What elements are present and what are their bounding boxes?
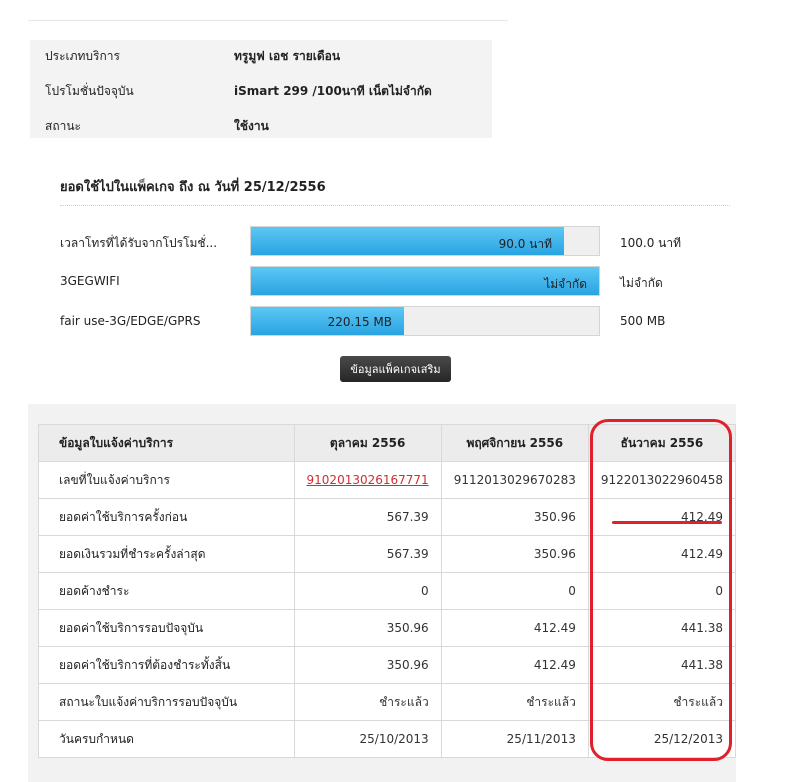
cell-value: 412.49 bbox=[587, 535, 737, 573]
cell-value: 25/10/2013 bbox=[293, 720, 442, 758]
status-label: สถานะ bbox=[45, 119, 81, 133]
usage-row-fair-use: fair use-3G/EDGE/GPRS 220.15 MB 500 MB bbox=[0, 306, 788, 338]
cell-value: 0 bbox=[587, 572, 737, 610]
cell-value: 350.96 bbox=[293, 646, 442, 684]
cell-value: ชำระแล้ว bbox=[293, 683, 442, 721]
table-row: ยอดค่าใช้บริการรอบปัจจุบัน 350.96 412.49… bbox=[38, 609, 737, 647]
cell-value: 25/11/2013 bbox=[440, 720, 589, 758]
usage-label: 3GEGWIFI bbox=[60, 274, 120, 288]
usage-divider bbox=[60, 205, 730, 206]
usage-row-call-minutes: เวลาโทรที่ได้รับจากโปรโมชั่... 90.0 นาที… bbox=[0, 226, 788, 258]
usage-limit-value: 100.0 นาที bbox=[620, 236, 682, 250]
current-promotion-row: โปรโมชั่นปัจจุบัน iSmart 299 /100นาที เน… bbox=[30, 77, 492, 101]
highlight-annotation-box bbox=[590, 419, 732, 761]
cell-value: 0 bbox=[440, 572, 589, 610]
bill-info-panel: ข้อมูลใบแจ้งค่าบริการ ตุลาคม 2556 พฤศจิก… bbox=[28, 404, 737, 782]
service-info-panel: ประเภทบริการ ทรูมูฟ เอช รายเดือน โปรโมชั… bbox=[30, 40, 492, 138]
top-divider bbox=[28, 20, 508, 21]
invoice-cell[interactable]: 9102013026167771 bbox=[293, 461, 442, 499]
usage-bar-fill bbox=[251, 227, 564, 255]
cell-value: 412.49 bbox=[440, 609, 589, 647]
row-label: ยอดค้างชำระ bbox=[38, 572, 295, 610]
invoice-number-december: 9122013022960458 bbox=[587, 461, 737, 499]
month-header-december: ธันวาคม 2556 bbox=[587, 424, 737, 462]
month-header-october: ตุลาคม 2556 bbox=[293, 424, 442, 462]
usage-label: fair use-3G/EDGE/GPRS bbox=[60, 314, 201, 328]
table-row: ยอดเงินรวมที่ชำระครั้งล่าสุด 567.39 350.… bbox=[38, 535, 737, 573]
table-row: เลขที่ใบแจ้งค่าบริการ 9102013026167771 9… bbox=[38, 461, 737, 499]
service-type-value: ทรูมูฟ เอช รายเดือน bbox=[234, 49, 341, 63]
bill-table: ข้อมูลใบแจ้งค่าบริการ ตุลาคม 2556 พฤศจิก… bbox=[38, 424, 737, 758]
row-label: ยอดค่าใช้บริการครั้งก่อน bbox=[38, 498, 295, 536]
usage-used-value: 90.0 นาที bbox=[498, 237, 552, 251]
cell-value: 441.38 bbox=[587, 609, 737, 647]
row-label: ยอดเงินรวมที่ชำระครั้งล่าสุด bbox=[38, 535, 295, 573]
invoice-number-november: 9112013029670283 bbox=[440, 461, 589, 499]
table-row: วันครบกำหนด 25/10/2013 25/11/2013 25/12/… bbox=[38, 720, 737, 758]
usage-title: ยอดใช้ไปในแพ็คเกจ ถึง ณ วันที่ 25/12/255… bbox=[60, 180, 326, 195]
row-label: ยอดค่าใช้บริการรอบปัจจุบัน bbox=[38, 609, 295, 647]
usage-used-value: 220.15 MB bbox=[327, 315, 392, 329]
cell-value: 567.39 bbox=[293, 498, 442, 536]
row-label: สถานะใบแจ้งค่าบริการรอบปัจจุบัน bbox=[38, 683, 295, 721]
cell-value: 0 bbox=[293, 572, 442, 610]
usage-limit-value: ไม่จำกัด bbox=[620, 276, 663, 290]
cell-value: ชำระแล้ว bbox=[440, 683, 589, 721]
underline-annotation bbox=[612, 521, 722, 524]
extra-package-info-button[interactable]: ข้อมูลแพ็คเกจเสริม bbox=[340, 356, 451, 382]
table-row: ยอดค้างชำระ 0 0 0 bbox=[38, 572, 737, 610]
usage-progress-bar: ไม่จำกัด bbox=[250, 266, 600, 296]
row-label: ยอดค่าใช้บริการที่ต้องชำระทั้งสิ้น bbox=[38, 646, 295, 684]
cell-value: 567.39 bbox=[293, 535, 442, 573]
cell-value: 350.96 bbox=[440, 535, 589, 573]
cell-value: 350.96 bbox=[293, 609, 442, 647]
service-type-label: ประเภทบริการ bbox=[45, 49, 120, 63]
row-label: วันครบกำหนด bbox=[38, 720, 295, 758]
row-label: เลขที่ใบแจ้งค่าบริการ bbox=[38, 461, 295, 499]
cell-value: 25/12/2013 bbox=[587, 720, 737, 758]
usage-used-value: ไม่จำกัด bbox=[544, 277, 587, 291]
status-value: ใช้งาน bbox=[234, 119, 269, 133]
usage-label: เวลาโทรที่ได้รับจากโปรโมชั่... bbox=[60, 236, 218, 250]
usage-progress-bar: 220.15 MB bbox=[250, 306, 600, 336]
service-type-row: ประเภทบริการ ทรูมูฟ เอช รายเดือน bbox=[30, 42, 492, 66]
bill-header-label: ข้อมูลใบแจ้งค่าบริการ bbox=[38, 424, 295, 462]
bill-header-row: ข้อมูลใบแจ้งค่าบริการ ตุลาคม 2556 พฤศจิก… bbox=[38, 424, 737, 462]
cell-value: 412.49 bbox=[587, 498, 737, 536]
status-row: สถานะ ใช้งาน bbox=[30, 112, 492, 136]
current-promotion-label: โปรโมชั่นปัจจุบัน bbox=[45, 84, 134, 98]
table-row: ยอดค่าใช้บริการครั้งก่อน 567.39 350.96 4… bbox=[38, 498, 737, 536]
table-row: สถานะใบแจ้งค่าบริการรอบปัจจุบัน ชำระแล้ว… bbox=[38, 683, 737, 721]
cell-value: 412.49 bbox=[440, 646, 589, 684]
usage-row-3gegwifi: 3GEGWIFI ไม่จำกัด ไม่จำกัด bbox=[0, 266, 788, 298]
usage-bar-fill bbox=[251, 307, 404, 335]
cell-value: ชำระแล้ว bbox=[587, 683, 737, 721]
usage-progress-bar: 90.0 นาที bbox=[250, 226, 600, 256]
cell-value: 350.96 bbox=[440, 498, 589, 536]
usage-bar-fill bbox=[251, 267, 599, 295]
month-header-november: พฤศจิกายน 2556 bbox=[440, 424, 589, 462]
table-row: ยอดค่าใช้บริการที่ต้องชำระทั้งสิ้น 350.9… bbox=[38, 646, 737, 684]
usage-limit-value: 500 MB bbox=[620, 314, 666, 328]
current-promotion-value: iSmart 299 /100นาที เน็ตไม่จำกัด bbox=[234, 84, 432, 98]
invoice-link-october[interactable]: 9102013026167771 bbox=[306, 473, 429, 487]
